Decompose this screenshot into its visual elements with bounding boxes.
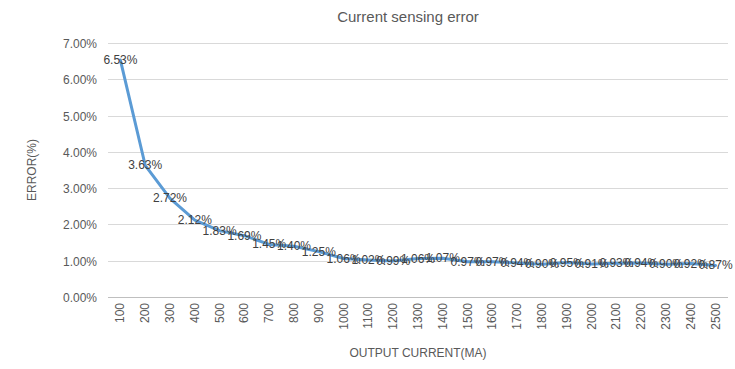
title: Current sensing error bbox=[337, 8, 479, 25]
x-tick-label: 1200 bbox=[386, 303, 400, 330]
y-tick-label: 7.00% bbox=[63, 37, 97, 51]
x-tick-label: 900 bbox=[312, 303, 326, 323]
x-tick-label: 1900 bbox=[560, 303, 574, 330]
grid-line bbox=[108, 188, 728, 189]
data-label: 2.72% bbox=[153, 191, 187, 205]
x-tick-label: 100 bbox=[113, 303, 127, 323]
y-tick-label: 4.00% bbox=[63, 146, 97, 160]
x-tick-label: 2100 bbox=[609, 303, 623, 330]
grid-line bbox=[108, 43, 728, 44]
x-tick-label: 2300 bbox=[659, 303, 673, 330]
x-tick-label: 1600 bbox=[485, 303, 499, 330]
grid-line bbox=[108, 152, 728, 153]
grid-line bbox=[108, 297, 728, 298]
y-tick-label: 6.00% bbox=[63, 73, 97, 87]
x-tick-label: 1800 bbox=[535, 303, 549, 330]
y-tick-label: 5.00% bbox=[63, 110, 97, 124]
data-label: 6.53% bbox=[103, 53, 137, 67]
x-tick-label: 1700 bbox=[510, 303, 524, 330]
x-tick-label: 700 bbox=[262, 303, 276, 323]
y-axis-title: ERROR(%) bbox=[25, 139, 39, 201]
x-tick-label: 2200 bbox=[634, 303, 648, 330]
x-tick-label: 1400 bbox=[436, 303, 450, 330]
x-tick-label: 1300 bbox=[411, 303, 425, 330]
grid-line bbox=[108, 79, 728, 80]
y-tick-label: 3.00% bbox=[63, 182, 97, 196]
x-tick-label: 800 bbox=[287, 303, 301, 323]
x-axis-title: OUTPUT CURRENT(MA) bbox=[349, 346, 486, 360]
line bbox=[120, 60, 715, 265]
grid-line bbox=[108, 116, 728, 117]
x-tick-label: 1100 bbox=[361, 303, 375, 329]
x-tick-label: 600 bbox=[237, 303, 251, 323]
x-tick-label: 300 bbox=[163, 303, 177, 323]
x-tick-label: 2400 bbox=[684, 303, 698, 330]
y-tick-label: 2.00% bbox=[63, 218, 97, 232]
x-tick-label: 200 bbox=[138, 303, 152, 323]
x-tick-label: 1500 bbox=[461, 303, 475, 330]
chart: Current sensing error 0.00% 1.00% 2.00% 3.00… bbox=[0, 0, 735, 369]
y-tick-label: 0.00% bbox=[63, 291, 97, 305]
data-label: 3.63% bbox=[128, 158, 162, 172]
x-tick-label: 2000 bbox=[585, 303, 599, 330]
data-labels: 6.53%3.63%2.72%2.12%1.83%1.69%1.45%1.40%… bbox=[103, 53, 733, 272]
x-tick-label: 500 bbox=[213, 303, 227, 323]
x-axis: 100 200 300 400 500 600 700 800 900 1000 1100 1200 1… bbox=[113, 303, 722, 330]
x-tick-label: 1000 bbox=[337, 303, 351, 330]
y-axis: 0.00% 1.00% 2.00% 3.00% 4.00% 5.00% 6.00% 7.00% bbox=[63, 37, 728, 305]
x-tick-label: 2500 bbox=[709, 303, 723, 330]
x-tick-label: 400 bbox=[188, 303, 202, 323]
data-label: 0.87% bbox=[699, 258, 733, 272]
plot-area bbox=[120, 60, 715, 265]
y-tick-label: 1.00% bbox=[63, 255, 97, 269]
